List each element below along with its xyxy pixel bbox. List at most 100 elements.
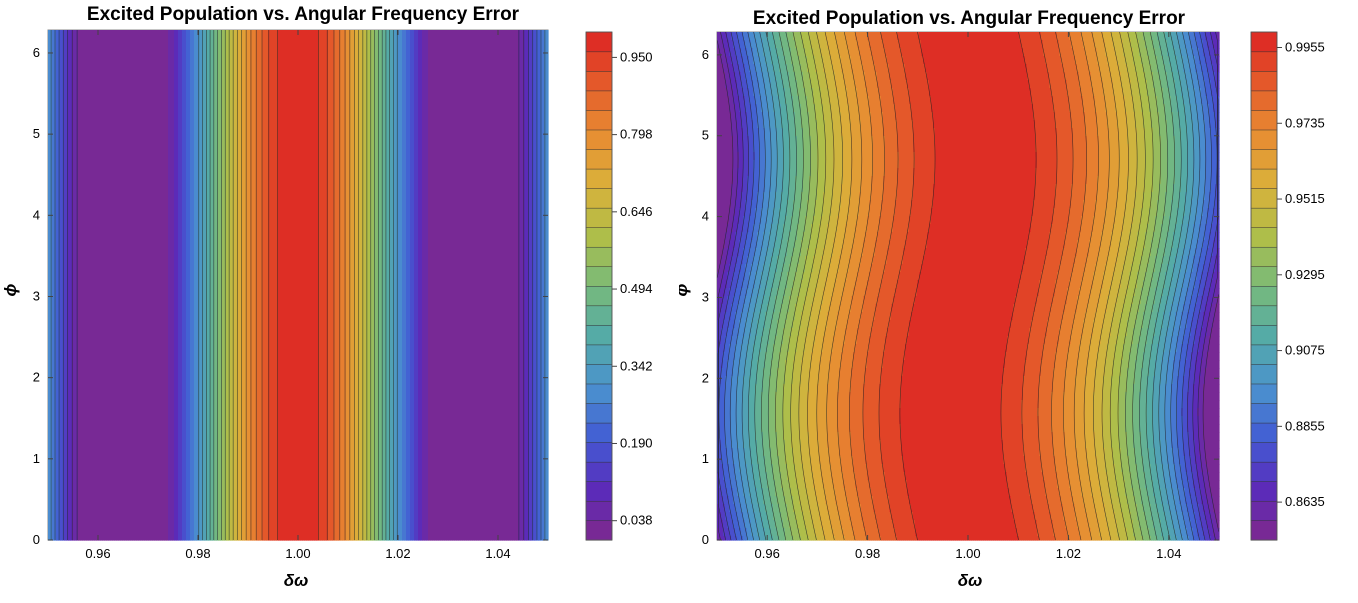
colorbar-right: 0.86350.88550.90750.92950.95150.97350.99…: [1251, 32, 1325, 540]
colorbar-band: [1251, 130, 1277, 150]
colorbar-band: [1251, 227, 1277, 247]
y-tick-label: 5: [33, 126, 40, 141]
colorbar-band: [586, 169, 612, 189]
colorbar-band: [1251, 384, 1277, 404]
colorbar-band: [586, 71, 612, 91]
x-axis-label-right: δω: [958, 571, 983, 590]
colorbar-band: [586, 247, 612, 267]
colorbar-band: [1251, 71, 1277, 91]
y-tick-label: 0: [702, 532, 709, 547]
contour-fill: [717, 32, 1220, 541]
colorbar-band: [1251, 462, 1277, 482]
colorbar-tick-label: 0.950: [620, 49, 653, 64]
colorbar-band: [1251, 325, 1277, 345]
colorbar-band: [1251, 52, 1277, 72]
colorbar-band: [586, 91, 612, 111]
x-tick-label: 1.04: [1156, 546, 1181, 561]
y-axis-label-left: ϕ: [1, 283, 20, 296]
contour-plot-right-svg: Excited Population vs. Angular Frequency…: [679, 0, 1358, 598]
colorbar-band: [586, 462, 612, 482]
colorbar-tick-label: 0.9735: [1285, 115, 1325, 130]
colorbar-band: [586, 32, 612, 52]
y-tick-label: 2: [702, 370, 709, 385]
chart-title-right: Excited Population vs. Angular Frequency…: [753, 8, 1186, 29]
colorbar-band: [1251, 247, 1277, 267]
y-tick-label: 4: [702, 209, 709, 224]
colorbar-band: [1251, 149, 1277, 169]
colorbar-band: [1251, 345, 1277, 365]
colorbar-band: [586, 501, 612, 521]
colorbar-tick-label: 0.9075: [1285, 343, 1325, 358]
y-tick-label: 1: [33, 451, 40, 466]
colorbar-tick-label: 0.9955: [1285, 39, 1325, 54]
contour-fill: [48, 30, 549, 541]
y-tick-label: 0: [33, 532, 40, 547]
y-tick-label: 3: [702, 289, 709, 304]
colorbar-band: [1251, 110, 1277, 130]
colorbar-band: [1251, 169, 1277, 189]
colorbar-band: [1251, 403, 1277, 423]
colorbar-band: [586, 403, 612, 423]
y-tick-label: 6: [33, 45, 40, 60]
colorbar-band: [1251, 520, 1277, 540]
contour-plot-left-svg: Excited Population vs. Angular Frequency…: [0, 0, 679, 598]
colorbar-band: [586, 520, 612, 540]
y-tick-label: 1: [702, 451, 709, 466]
colorbar-band: [586, 423, 612, 443]
x-tick-label: 0.98: [185, 546, 210, 561]
colorbar-band: [586, 325, 612, 345]
colorbar-band: [586, 306, 612, 326]
colorbar-band: [1251, 442, 1277, 462]
plot-area-right: 0.96 0.98 1.00 1.02 1.04 0 1 2 3 4 5 6: [702, 32, 1220, 561]
colorbar-tick-label: 0.8635: [1285, 494, 1325, 509]
colorbar-band: [586, 345, 612, 365]
x-tick-label: 1.02: [1056, 546, 1081, 561]
colorbar-band: [1251, 501, 1277, 521]
colorbar-band: [586, 208, 612, 228]
colorbar-band: [586, 364, 612, 384]
x-tick-label: 1.00: [285, 546, 310, 561]
colorbar-band: [586, 130, 612, 150]
colorbar-band: [1251, 481, 1277, 501]
colorbar-band: [586, 481, 612, 501]
colorbar-band: [1251, 364, 1277, 384]
colorbar-band: [1251, 91, 1277, 111]
colorbar-band: [586, 286, 612, 306]
contour-plot-right: Excited Population vs. Angular Frequency…: [679, 0, 1358, 598]
colorbar-tick-label: 0.038: [620, 513, 653, 528]
colorbar-band: [586, 110, 612, 130]
y-tick-label: 4: [33, 207, 40, 222]
colorbar-tick-label: 0.798: [620, 127, 653, 142]
y-tick-label: 6: [702, 47, 709, 62]
colorbar-band: [1251, 208, 1277, 228]
y-tick-label: 2: [33, 370, 40, 385]
colorbar-tick-label: 0.494: [620, 281, 653, 296]
x-tick-label: 1.04: [485, 546, 510, 561]
colorbar-band: [586, 266, 612, 286]
colorbar-band: [1251, 188, 1277, 208]
x-tick-label: 0.98: [855, 546, 880, 561]
x-tick-label: 0.96: [85, 546, 110, 561]
y-tick-label: 5: [702, 128, 709, 143]
colorbar-band: [1251, 286, 1277, 306]
chart-title-left: Excited Population vs. Angular Frequency…: [87, 4, 520, 25]
x-axis-label-left: δω: [284, 571, 309, 590]
plot-area-left: 0.96 0.98 1.00 1.02 1.04 0 1 2 3 4 5 6: [33, 30, 549, 561]
colorbar-band: [1251, 423, 1277, 443]
colorbar-band: [586, 52, 612, 72]
colorbar-tick-label: 0.646: [620, 204, 653, 219]
colorbar-tick-label: 0.342: [620, 358, 653, 373]
colorbar-band: [586, 188, 612, 208]
x-tick-label: 0.96: [755, 546, 780, 561]
colorbar-band: [1251, 306, 1277, 326]
x-tick-label: 1.00: [955, 546, 980, 561]
x-tick-label: 1.02: [385, 546, 410, 561]
contour-plot-left: Excited Population vs. Angular Frequency…: [0, 0, 679, 598]
y-tick-label: 3: [33, 288, 40, 303]
colorbar-tick-label: 0.190: [620, 435, 653, 450]
colorbar-left: 0.038 0.190 0.342 0.494 0.646 0.798 0.950: [586, 32, 653, 540]
colorbar-tick-label: 0.9515: [1285, 191, 1325, 206]
colorbar-band: [1251, 266, 1277, 286]
colorbar-band: [586, 149, 612, 169]
colorbar-tick-label: 0.9295: [1285, 267, 1325, 282]
